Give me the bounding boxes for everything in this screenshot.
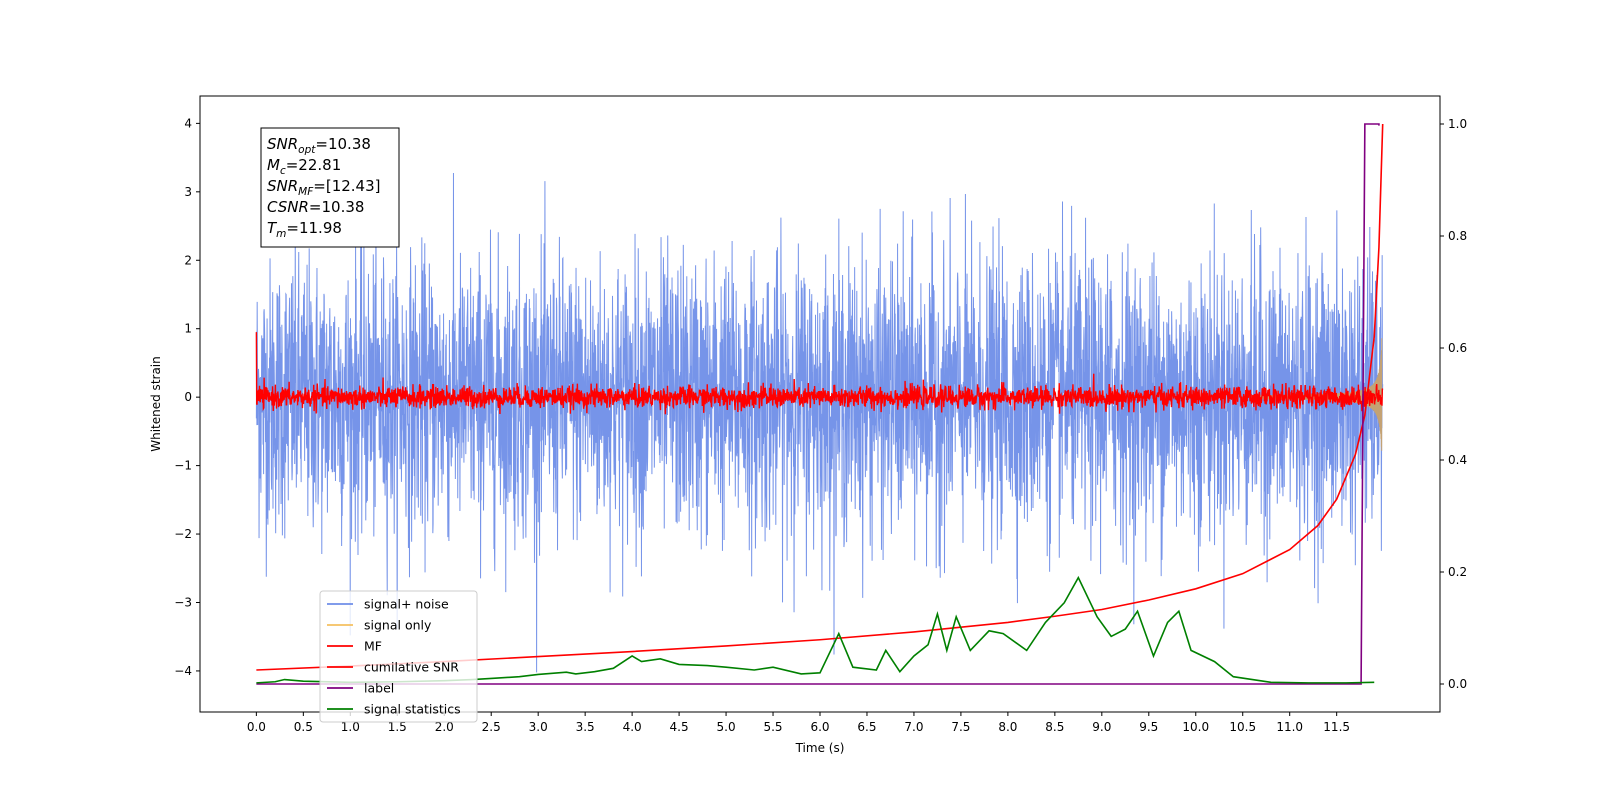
y-tick-label: 3 xyxy=(184,185,192,199)
x-tick-label: 11.5 xyxy=(1323,720,1350,734)
x-tick-label: 0.0 xyxy=(247,720,266,734)
x-tick-label: 7.5 xyxy=(951,720,970,734)
legend-frame xyxy=(319,590,478,723)
x-tick-label: 11.0 xyxy=(1276,720,1303,734)
y2-tick-label: 0.4 xyxy=(1448,453,1467,467)
annotation-line: Tm=11.98 xyxy=(267,219,342,240)
y-tick-label: 2 xyxy=(184,253,192,267)
line-cumilative-snr xyxy=(256,123,1384,671)
x-tick-label: 6.0 xyxy=(810,720,829,734)
line-label xyxy=(256,123,1380,685)
x-tick-label: 2.5 xyxy=(482,720,501,734)
legend-label: signal only xyxy=(364,618,432,633)
series-label xyxy=(256,123,1380,685)
y-tick-label: −1 xyxy=(174,459,192,473)
series-cumilative-snr xyxy=(256,123,1384,671)
annotation-box: SNRopt=10.38Mc=22.81SNRMF=[12.43]CSNR=10… xyxy=(260,127,400,248)
x-tick-label: 3.5 xyxy=(576,720,595,734)
x-tick-label: 3.0 xyxy=(529,720,548,734)
y2-tick-label: 0.6 xyxy=(1448,341,1467,355)
x-tick-label: 6.5 xyxy=(857,720,876,734)
y-tick-label: −4 xyxy=(174,664,192,678)
x-tick-label: 0.5 xyxy=(294,720,313,734)
x-tick-label: 5.5 xyxy=(763,720,782,734)
x-tick-label: 10.0 xyxy=(1182,720,1209,734)
x-tick-label: 4.5 xyxy=(670,720,689,734)
y2-tick-label: 0.0 xyxy=(1448,677,1467,691)
x-tick-label: 9.0 xyxy=(1092,720,1111,734)
x-tick-label: 7.0 xyxy=(904,720,923,734)
y-axis-left: 4 3 2 1 0 −1 −2 −3 −4 xyxy=(174,116,200,678)
y-axis-right: 1.0 0.8 0.6 0.4 0.2 0.0 xyxy=(1440,117,1467,691)
x-tick-label: 5.0 xyxy=(717,720,736,734)
legend-label: signal+ noise xyxy=(364,597,449,612)
legend: signal+ noise signal only MF cumilative SNR… xyxy=(319,590,478,723)
y-tick-label: −3 xyxy=(174,595,192,609)
series-mf xyxy=(255,332,1384,415)
x-tick-label: 10.5 xyxy=(1229,720,1256,734)
y2-tick-label: 1.0 xyxy=(1448,117,1467,131)
y-axis-title: Whitened strain xyxy=(149,356,163,452)
x-axis-title: Time (s) xyxy=(795,741,845,755)
x-tick-label: 1.5 xyxy=(388,720,407,734)
legend-label: cumilative SNR xyxy=(364,660,459,675)
line-signal-statistics xyxy=(256,575,1375,684)
annotation-line: SNRMF=[12.43] xyxy=(267,177,381,198)
y-tick-label: 4 xyxy=(184,116,192,130)
annotation-frame xyxy=(260,127,400,248)
legend-label: signal statistics xyxy=(364,702,461,717)
plot-area xyxy=(255,123,1384,685)
y-tick-label: −2 xyxy=(174,527,192,541)
x-tick-label: 2.0 xyxy=(435,720,454,734)
x-tick-label: 1.0 xyxy=(341,720,360,734)
x-tick-label: 8.0 xyxy=(998,720,1017,734)
x-tick-label: 8.5 xyxy=(1045,720,1064,734)
legend-label: label xyxy=(364,681,394,696)
legend-label: MF xyxy=(364,639,382,654)
y-tick-label: 1 xyxy=(184,322,192,336)
annotation-line: Mc=22.81 xyxy=(267,156,341,177)
y2-tick-label: 0.8 xyxy=(1448,229,1467,243)
annotation-line: CSNR=10.38 xyxy=(267,198,364,216)
y-tick-label: 0 xyxy=(184,390,192,404)
y2-tick-label: 0.2 xyxy=(1448,565,1467,579)
x-axis: 0.0 0.5 1.0 1.5 2.0 2.5 3.0 3.5 4.0 4.5 5.0 5.5 6.0 6… xyxy=(247,712,1350,734)
line-mf xyxy=(255,332,1384,415)
x-tick-label: 4.0 xyxy=(623,720,642,734)
series-signal-statistics xyxy=(256,575,1375,684)
x-tick-label: 9.5 xyxy=(1139,720,1158,734)
annotation-line: SNRopt=10.38 xyxy=(267,135,371,156)
